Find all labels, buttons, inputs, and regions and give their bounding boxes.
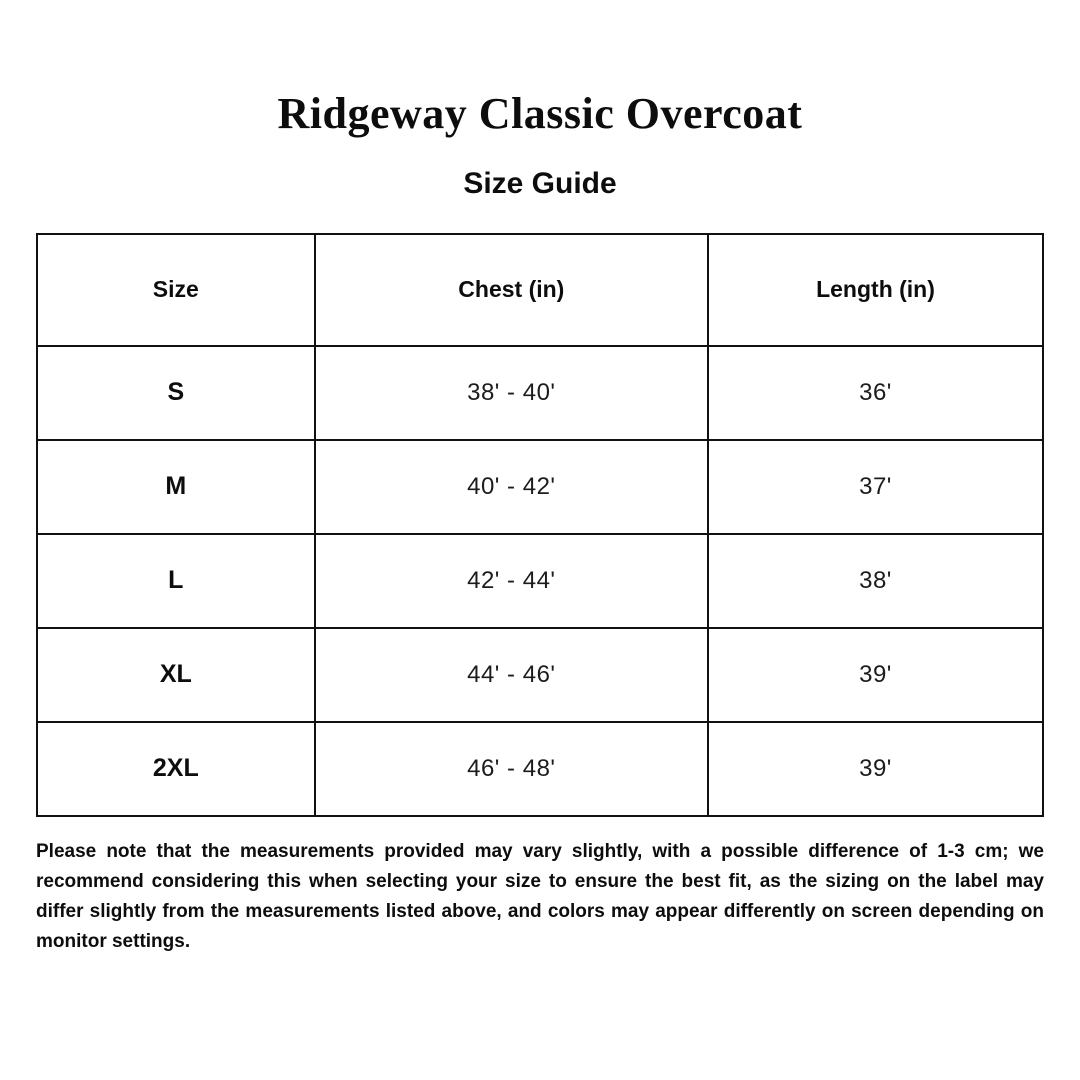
chest-value: 46' - 48' xyxy=(313,720,709,817)
table-row: XL 44' - 46' 39' xyxy=(36,626,1045,723)
chest-value: 44' - 46' xyxy=(313,626,709,723)
column-header-length: Length (in) xyxy=(706,232,1045,347)
size-label: 2XL xyxy=(36,720,316,817)
product-title: Ridgeway Classic Overcoat xyxy=(277,89,803,138)
size-guide-subtitle: Size Guide xyxy=(463,166,617,200)
table-row: M 40' - 42' 37' xyxy=(36,438,1045,535)
length-value: 39' xyxy=(706,626,1045,723)
length-value: 36' xyxy=(706,344,1045,441)
table-row: L 42' - 44' 38' xyxy=(36,532,1045,629)
measurement-disclaimer-note: Please note that the measurements provid… xyxy=(36,840,1044,952)
table-row: S 38' - 40' 36' xyxy=(36,344,1045,441)
size-label: M xyxy=(36,438,316,535)
chest-value: 40' - 42' xyxy=(313,438,709,535)
size-label: L xyxy=(36,532,316,629)
length-value: 39' xyxy=(706,720,1045,817)
column-header-chest: Chest (in) xyxy=(313,232,709,347)
chest-value: 42' - 44' xyxy=(313,532,709,629)
length-value: 38' xyxy=(706,532,1045,629)
column-header-size: Size xyxy=(36,232,316,347)
size-label: S xyxy=(36,344,316,441)
size-label: XL xyxy=(36,626,316,723)
size-guide-table: Size Chest (in) Length (in) S 38' - 40' … xyxy=(36,232,1045,817)
length-value: 37' xyxy=(706,438,1045,535)
chest-value: 38' - 40' xyxy=(313,344,709,441)
table-header-row: Size Chest (in) Length (in) xyxy=(36,232,1045,347)
table-row: 2XL 46' - 48' 39' xyxy=(36,720,1045,817)
